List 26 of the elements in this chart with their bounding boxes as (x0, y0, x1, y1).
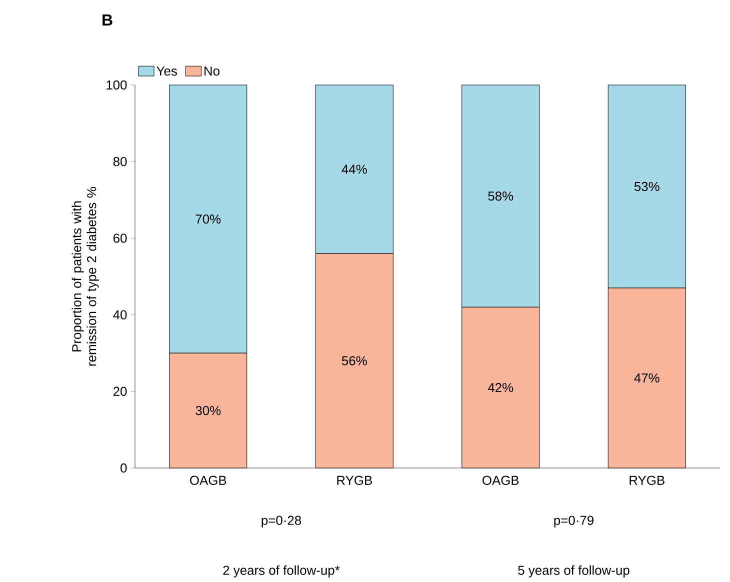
y-tick-label: 100 (106, 80, 127, 90)
x-tick-label: RYGB (337, 476, 372, 485)
data-label: 42% (488, 383, 514, 392)
data-label: 47% (634, 373, 660, 383)
text: 2 years of follow-up* (223, 565, 340, 578)
chart-title: B (102, 14, 112, 26)
text: p=0·79 (554, 516, 594, 528)
x-tick-label: OAGB (482, 476, 519, 485)
y-tick-label: 60 (113, 234, 127, 243)
data-label: 53% (634, 182, 660, 192)
x-tick-label: OAGB (190, 476, 226, 485)
legend-label: No (204, 66, 220, 76)
data-label: 30% (196, 406, 221, 416)
y-tick-label: 40 (113, 310, 127, 320)
data-label: 44% (342, 164, 367, 174)
y-axis-title: Proportion of patients with remission of type 2 diabetes % (72, 187, 99, 366)
data-label: 70% (196, 214, 221, 224)
y-tick-label: 20 (113, 386, 127, 396)
data-label: 56% (342, 356, 367, 366)
y-tick-label: 80 (113, 157, 127, 166)
text: 5 years of follow-up (518, 565, 630, 578)
x-tick-label: RYGB (630, 476, 664, 485)
legend-label: Yes (156, 66, 177, 76)
y-tick-label: 0 (120, 463, 127, 473)
data-label: 58% (488, 191, 514, 201)
text: p=0·28 (262, 516, 302, 528)
